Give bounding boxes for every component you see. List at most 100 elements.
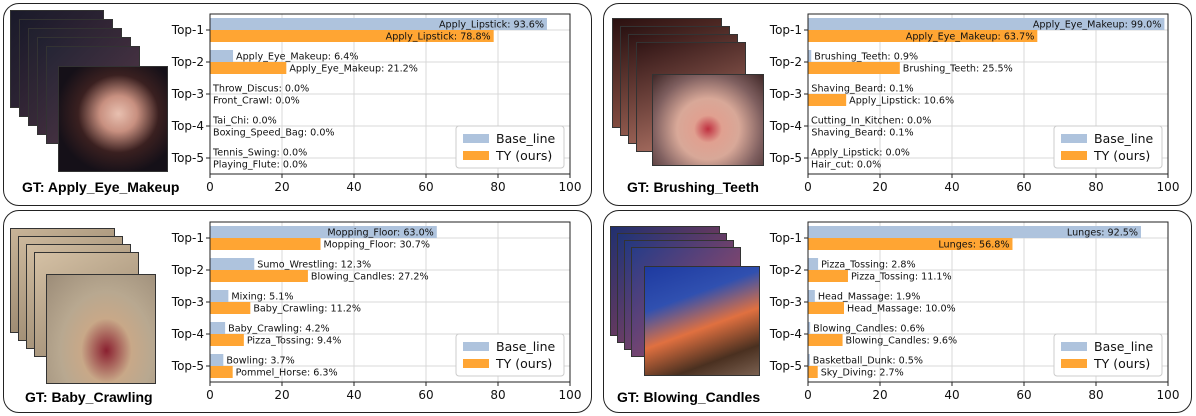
bar-ours [808,270,848,282]
bar-ours [808,366,818,378]
legend-swatch [1061,151,1087,160]
bar-baseline [808,258,819,270]
bar-chart-blowing-candles: Lunges: 92.5% Pizza_Tossing: 2.8% Head_Mas… [769,221,1180,402]
x-tick-label: 60 [418,388,433,402]
bar-data-label: Brushing_Teeth: 0.9% [814,51,918,62]
y-tick-label: Top-2 [769,55,802,69]
y-tick-label: Top-1 [171,231,204,245]
bar-data-label: Mixing: 5.1% [231,291,293,302]
x-tick-label: 0 [804,388,812,402]
ground-truth-label: GT: Brushing_Teeth [627,179,759,195]
bar-ours [210,30,494,42]
x-tick-label: 80 [1088,388,1103,402]
legend-label: Base_line [496,131,556,146]
ground-truth-label: GT: Apply_Eye_Makeup [22,179,180,195]
bar-data-label: Basketball_Dunk: 0.5% [813,355,923,366]
bar-data-label: Head_Massage: 10.0% [847,303,956,314]
y-tick-label: Top-5 [171,151,204,165]
bar-chart-brushing-teeth: Apply_Eye_Makeup: 99.0% Brushing_Teeth: 0… [769,13,1180,194]
y-tick-label: Top-3 [171,295,204,309]
x-tick-label: 80 [1088,180,1103,194]
bar-data-label: Apply_Eye_Makeup: 21.2% [289,63,418,74]
y-tick-label: Top-1 [769,23,802,37]
legend-swatch [1061,342,1087,351]
video-frames-brushing-teeth [612,18,764,168]
bar-baseline [808,354,810,366]
bar-ours [808,94,847,106]
bar-data-label: Cutting_In_Kitchen: 0.0% [811,115,931,126]
bar-baseline [210,18,547,30]
x-tick-label: 40 [346,180,361,194]
bar-data-label: Pizza_Tossing: 9.4% [247,335,342,346]
legend-swatch [463,359,489,368]
bar-data-label: Blowing_Candles: 9.6% [846,335,958,346]
bar-chart-apply-eye-makeup: Apply_Lipstick: 93.6% Apply_Eye_Makeup: 6… [171,13,582,194]
legend-label: TY (ours) [495,148,552,163]
y-tick-label: Top-1 [171,23,204,37]
legend-label: Base_line [496,339,556,354]
bar-data-label: Baby_Crawling: 11.2% [253,303,361,314]
bar-ours [808,238,1013,250]
y-tick-label: Top-3 [769,87,802,101]
bar-data-label: Tai_Chi: 0.0% [212,115,277,126]
bar-data-label: Shaving_Beard: 0.1% [811,83,913,94]
bar-data-label: Apply_Lipstick: 10.6% [849,95,954,106]
x-tick-label: 100 [1157,180,1180,194]
video-frame [644,266,760,376]
legend-swatch [1061,359,1087,368]
legend-label: TY (ours) [1093,356,1150,371]
bar-data-label: Hair_cut: 0.0% [811,159,881,170]
bar-ours [808,30,1038,42]
bar-ours [210,270,308,282]
bar-data-label: Apply_Lipstick: 93.6% [439,19,544,30]
x-tick-label: 100 [1157,388,1180,402]
y-tick-label: Top-2 [171,55,204,69]
y-tick-label: Top-5 [171,359,204,373]
x-tick-label: 80 [490,388,505,402]
bar-baseline [210,354,224,366]
bar-data-label: Apply_Eye_Makeup: 6.4% [236,51,358,62]
y-tick-label: Top-4 [769,119,802,133]
x-tick-label: 0 [206,180,214,194]
bar-data-label: Lunges: 92.5% [1067,227,1138,238]
bar-data-label: Sumo_Wrestling: 12.3% [257,259,371,270]
bar-data-label: Bowling: 3.7% [226,355,294,366]
legend-swatch [463,342,489,351]
bar-chart-baby-crawling: Mopping_Floor: 63.0% Sumo_Wrestling: 12.3… [171,221,581,402]
y-tick-label: Top-5 [769,151,802,165]
y-tick-label: Top-2 [171,263,204,277]
bar-ours [808,62,900,74]
bar-ours [210,334,244,346]
legend-swatch [463,151,489,160]
x-tick-label: 40 [346,388,361,402]
bar-baseline [808,290,815,302]
x-tick-label: 60 [418,180,433,194]
x-tick-label: 40 [944,388,959,402]
bar-data-label: Apply_Lipstick: 0.0% [811,147,910,158]
video-frame [652,74,764,166]
bar-data-label: Boxing_Speed_Bag: 0.0% [213,127,335,138]
bar-data-label: Blowing_Candles: 0.6% [813,323,925,334]
bar-data-label: Pizza_Tossing: 11.1% [851,271,952,282]
bar-data-label: Pizza_Tossing: 2.8% [821,259,916,270]
bar-ours [210,302,251,314]
bar-ours [210,366,233,378]
x-tick-label: 60 [1016,388,1031,402]
y-tick-label: Top-1 [769,231,802,245]
bar-data-label: Apply_Eye_Makeup: 99.0% [1033,19,1162,30]
legend-label: Base_line [1094,339,1154,354]
bar-data-label: Sky_Diving: 2.7% [821,367,904,378]
legend-label: TY (ours) [1093,148,1150,163]
bar-data-label: Brushing_Teeth: 25.5% [903,63,1013,74]
video-frame [46,274,156,384]
x-tick-label: 100 [559,180,582,194]
bar-data-label: Playing_Flute: 0.0% [213,159,307,170]
bar-data-label: Front_Crawl: 0.0% [213,95,300,106]
x-tick-label: 0 [206,388,214,402]
y-tick-label: Top-3 [769,295,802,309]
y-tick-label: Top-5 [769,359,802,373]
x-tick-label: 20 [274,388,289,402]
bar-data-label: Pommel_Horse: 6.3% [236,367,338,378]
bar-baseline [808,226,1141,238]
bar-ours [210,238,321,250]
